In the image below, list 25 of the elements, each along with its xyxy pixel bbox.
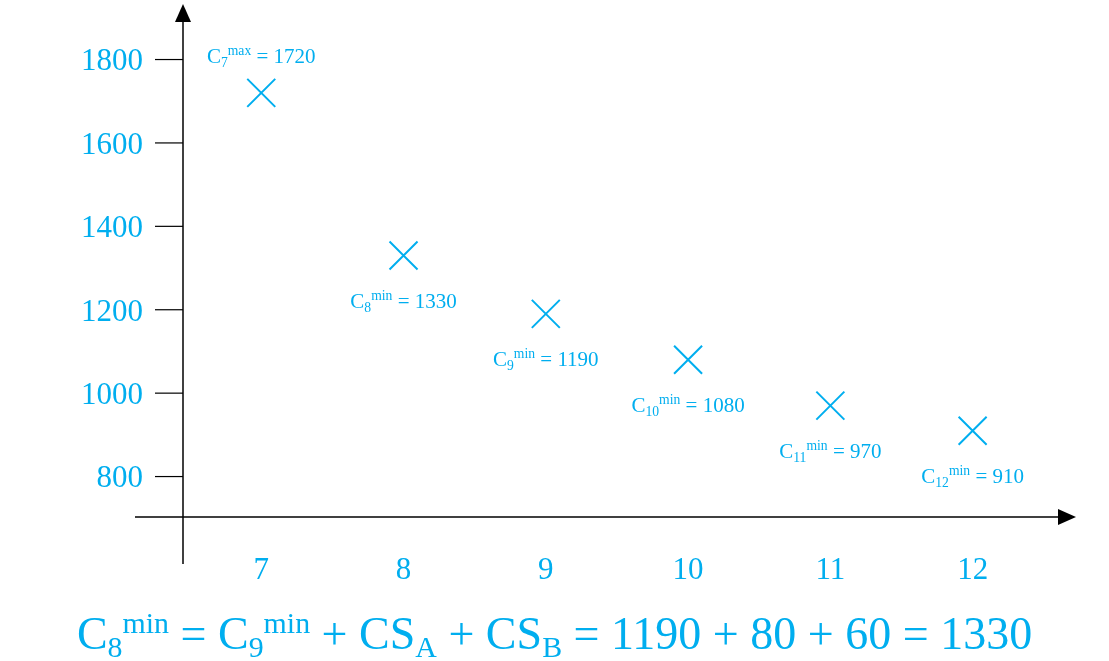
point — [957, 415, 988, 446]
text: C$_{8}$$^{min}$ = C$_{9}$$^{min}$ + CS$_{A}$ + CS$_{B}$ = 1190 + 80 + 60 = 1330 — [76, 605, 1033, 661]
y-tick-label: 1800 — [81, 42, 143, 78]
point — [673, 344, 704, 375]
y-tick-label: 1400 — [81, 209, 143, 245]
annotation: C$_{7}$$^{max}$ = 1720 — [206, 43, 316, 70]
x-tick-label: 11 — [815, 551, 846, 586]
x-tick-label: 8 — [395, 551, 412, 586]
point — [530, 298, 561, 329]
annotation: C$_{10}$$^{min}$ = 1080 — [631, 392, 745, 419]
point — [246, 77, 277, 108]
x-tick-label: 12 — [957, 551, 989, 586]
point — [388, 240, 419, 271]
x-tick-label: 7 — [253, 551, 269, 586]
y-tick-label: 1000 — [81, 376, 143, 411]
x-tick-label: 10 — [672, 551, 704, 586]
y-tick-label: 1600 — [81, 125, 143, 161]
y-tick-label: 1200 — [81, 292, 143, 328]
annotation: C$_{11}$$^{min}$ = 970 — [779, 437, 882, 465]
y-tick-label: 800 — [96, 459, 143, 495]
annotation: C$_{12}$$^{min}$ = 910 — [921, 462, 1024, 490]
annotation: C$_{8}$$^{min}$ = 1330 — [350, 287, 457, 315]
annotation: C$_{9}$$^{min}$ = 1190 — [492, 346, 599, 373]
x-tick-label: 9 — [538, 551, 554, 586]
point — [815, 390, 846, 421]
